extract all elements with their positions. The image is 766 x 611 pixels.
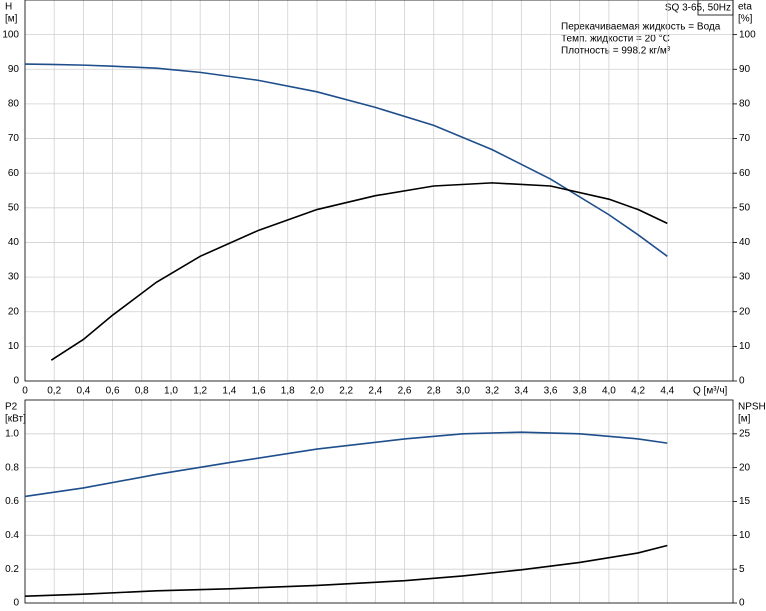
y-tick-label: 0.8: [5, 462, 19, 473]
y-tick-label: 0.4: [5, 530, 19, 541]
y-tick-label: 10: [8, 341, 20, 352]
y2-tick-label: 10: [739, 530, 751, 541]
y2-axis-label: [м]: [738, 414, 751, 425]
curve: [50, 182, 668, 361]
x-tick-label: 2,4: [368, 386, 382, 397]
x-tick-label: 1,6: [252, 386, 266, 397]
y2-axis-label: NPSH: [738, 402, 766, 413]
x-tick-label: 3,6: [544, 386, 558, 397]
x-tick-label: 0,8: [135, 386, 149, 397]
annotation: Темп. жидкости = 20 °C: [561, 34, 670, 45]
annotation: Плотность = 998.2 кг/м³: [561, 46, 671, 57]
y2-tick-label: 10: [739, 341, 751, 352]
y-tick-label: 80: [8, 99, 20, 110]
y2-tick-label: 70: [739, 133, 751, 144]
chart-title: SQ 3-65, 50Hz: [665, 3, 731, 14]
y-tick-label: 70: [8, 133, 20, 144]
y-tick-label: 0.2: [5, 564, 19, 575]
y2-tick-label: 20: [739, 462, 751, 473]
x-tick-label: 1,2: [193, 386, 207, 397]
y2-axis-label: [%]: [738, 14, 753, 25]
y2-tick-label: 90: [739, 64, 751, 75]
x-tick-label: 0,6: [106, 386, 120, 397]
y2-tick-label: 15: [739, 496, 751, 507]
x-tick-label: 0: [22, 386, 28, 397]
x-tick-label: 2,2: [339, 386, 353, 397]
y-tick-label: 50: [8, 202, 20, 213]
x-tick-label: 4,4: [660, 386, 674, 397]
y2-tick-label: 5: [739, 564, 745, 575]
y-tick-label: 20: [8, 306, 20, 317]
y2-tick-label: 80: [739, 99, 751, 110]
y2-axis-label: eta: [738, 2, 752, 13]
x-tick-label: 2,6: [398, 386, 412, 397]
y-axis-label: P2: [5, 402, 18, 413]
curve: [24, 431, 668, 498]
x-axis-label: Q [м³/ч]: [693, 386, 728, 397]
x-tick-label: 0,4: [76, 386, 90, 397]
y-tick-label: 40: [8, 237, 20, 248]
y-tick-label: 0.6: [5, 496, 19, 507]
x-tick-label: 4,0: [602, 386, 616, 397]
y2-tick-label: 30: [739, 272, 751, 283]
y-tick-label: 90: [8, 64, 20, 75]
y2-tick-label: 60: [739, 168, 751, 179]
y-axis-label: [м]: [5, 14, 18, 25]
plot-frame: [24, 0, 734, 382]
x-tick-label: 3,8: [573, 386, 587, 397]
x-tick-label: 3,2: [485, 386, 499, 397]
annotation: Перекачиваемая жидкость = Вода: [561, 22, 721, 33]
x-tick-label: 2,8: [427, 386, 441, 397]
y-tick-label: 1.0: [5, 428, 19, 439]
x-tick-label: 1,0: [164, 386, 178, 397]
y-tick-label: 0: [13, 376, 19, 387]
x-tick-label: 3,4: [514, 386, 528, 397]
y2-tick-label: 0: [739, 376, 745, 387]
x-tick-label: 0,2: [47, 386, 61, 397]
plot-frame: [24, 399, 734, 604]
y-tick-label: 60: [8, 168, 20, 179]
y-tick-label: 0: [13, 598, 19, 606]
y-axis-label: H: [5, 2, 12, 13]
curve: [24, 544, 668, 598]
y2-tick-label: 20: [739, 306, 751, 317]
x-tick-label: 4,2: [631, 386, 645, 397]
y2-tick-label: 0: [739, 598, 745, 606]
y2-tick-label: 100: [739, 29, 756, 40]
x-tick-label: 3,0: [456, 386, 470, 397]
y-tick-label: 30: [8, 272, 20, 283]
x-tick-label: 1,8: [281, 386, 295, 397]
y2-tick-label: 50: [739, 202, 751, 213]
x-tick-label: 1,4: [222, 386, 236, 397]
y-axis-label: [кВт]: [5, 414, 26, 425]
x-tick-label: 2,0: [310, 386, 324, 397]
y-tick-label: 100: [2, 29, 19, 40]
y2-tick-label: 25: [739, 428, 751, 439]
y2-tick-label: 40: [739, 237, 751, 248]
curve: [24, 63, 668, 257]
